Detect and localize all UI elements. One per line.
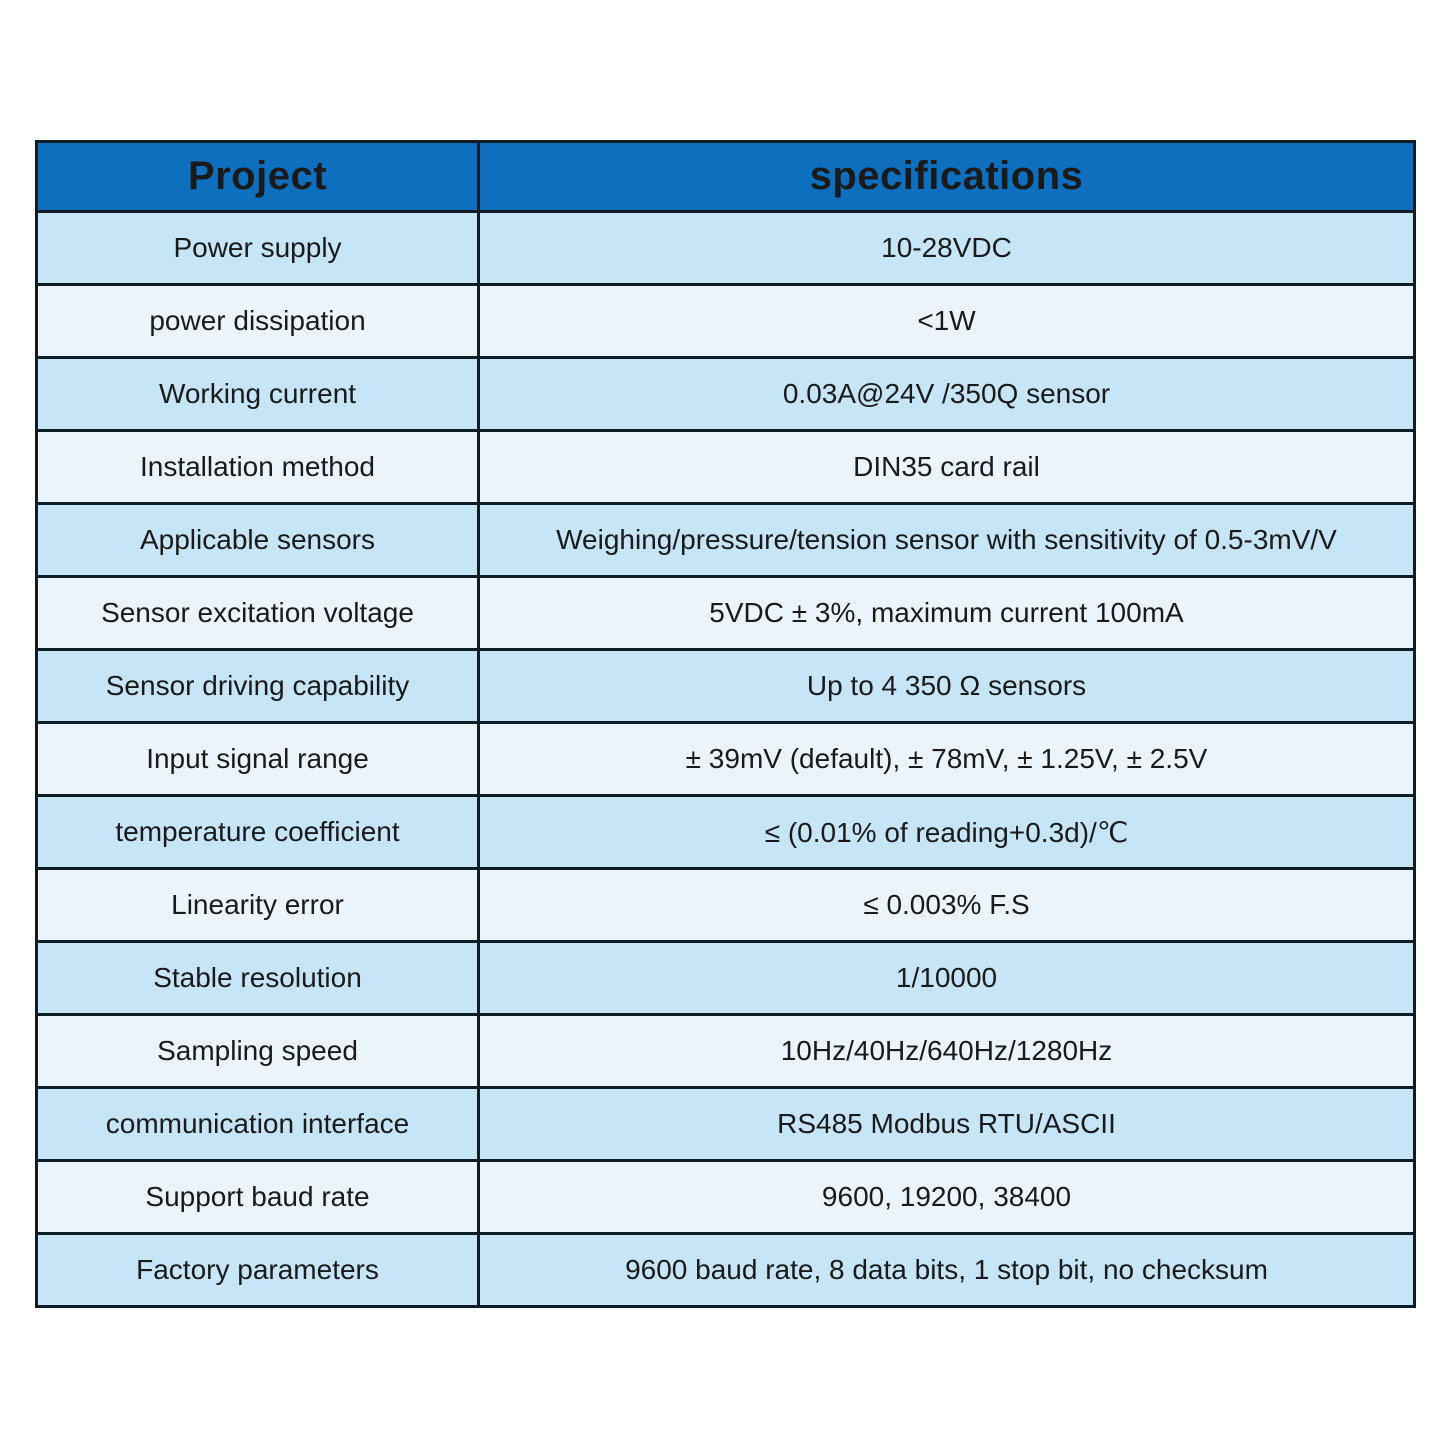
table-row: Support baud rate 9600, 19200, 38400: [35, 1159, 1416, 1235]
row-value: 1/10000: [477, 940, 1416, 1016]
table-row: communication interface RS485 Modbus RTU…: [35, 1086, 1416, 1162]
table-row: power dissipation <1W: [35, 283, 1416, 359]
table-row: Input signal range ± 39mV (default), ± 7…: [35, 721, 1416, 797]
table-row: temperature coefficient ≤ (0.01% of read…: [35, 794, 1416, 870]
row-label: Applicable sensors: [35, 502, 480, 578]
table-row: Applicable sensors Weighing/pressure/ten…: [35, 502, 1416, 578]
row-value: <1W: [477, 283, 1416, 359]
table-row: Stable resolution 1/10000: [35, 940, 1416, 1016]
row-value: 5VDC ± 3%, maximum current 100mA: [477, 575, 1416, 651]
table-header-row: Project specifications: [35, 140, 1416, 213]
table-row: Installation method DIN35 card rail: [35, 429, 1416, 505]
row-value: 10-28VDC: [477, 210, 1416, 286]
table-row: Sensor driving capability Up to 4 350 Ω …: [35, 648, 1416, 724]
table-header-project: Project: [35, 140, 480, 213]
row-value: RS485 Modbus RTU/ASCII: [477, 1086, 1416, 1162]
table-row: Factory parameters 9600 baud rate, 8 dat…: [35, 1232, 1416, 1308]
row-label: Linearity error: [35, 867, 480, 943]
row-label: Working current: [35, 356, 480, 432]
table-row: Power supply 10-28VDC: [35, 210, 1416, 286]
row-value: ≤ 0.003% F.S: [477, 867, 1416, 943]
row-label: Installation method: [35, 429, 480, 505]
row-value: DIN35 card rail: [477, 429, 1416, 505]
table-row: Sensor excitation voltage 5VDC ± 3%, max…: [35, 575, 1416, 651]
row-label: Power supply: [35, 210, 480, 286]
row-label: Factory parameters: [35, 1232, 480, 1308]
row-value: Up to 4 350 Ω sensors: [477, 648, 1416, 724]
row-label: power dissipation: [35, 283, 480, 359]
row-label: communication interface: [35, 1086, 480, 1162]
row-value: ± 39mV (default), ± 78mV, ± 1.25V, ± 2.5…: [477, 721, 1416, 797]
row-value: 9600, 19200, 38400: [477, 1159, 1416, 1235]
row-label: temperature coefficient: [35, 794, 480, 870]
table-row: Working current 0.03A@24V /350Q sensor: [35, 356, 1416, 432]
table-row: Linearity error ≤ 0.003% F.S: [35, 867, 1416, 943]
row-value: 10Hz/40Hz/640Hz/1280Hz: [477, 1013, 1416, 1089]
table-header-specifications: specifications: [477, 140, 1416, 213]
row-value: 0.03A@24V /350Q sensor: [477, 356, 1416, 432]
row-label: Support baud rate: [35, 1159, 480, 1235]
row-label: Sampling speed: [35, 1013, 480, 1089]
row-label: Sensor driving capability: [35, 648, 480, 724]
row-label: Input signal range: [35, 721, 480, 797]
row-label: Sensor excitation voltage: [35, 575, 480, 651]
row-label: Stable resolution: [35, 940, 480, 1016]
specifications-table: Project specifications Power supply 10-2…: [35, 140, 1416, 1308]
row-value: ≤ (0.01% of reading+0.3d)/℃: [477, 794, 1416, 870]
table-row: Sampling speed 10Hz/40Hz/640Hz/1280Hz: [35, 1013, 1416, 1089]
table-body: Power supply 10-28VDC power dissipation …: [35, 210, 1416, 1308]
row-value: Weighing/pressure/tension sensor with se…: [477, 502, 1416, 578]
row-value: 9600 baud rate, 8 data bits, 1 stop bit,…: [477, 1232, 1416, 1308]
